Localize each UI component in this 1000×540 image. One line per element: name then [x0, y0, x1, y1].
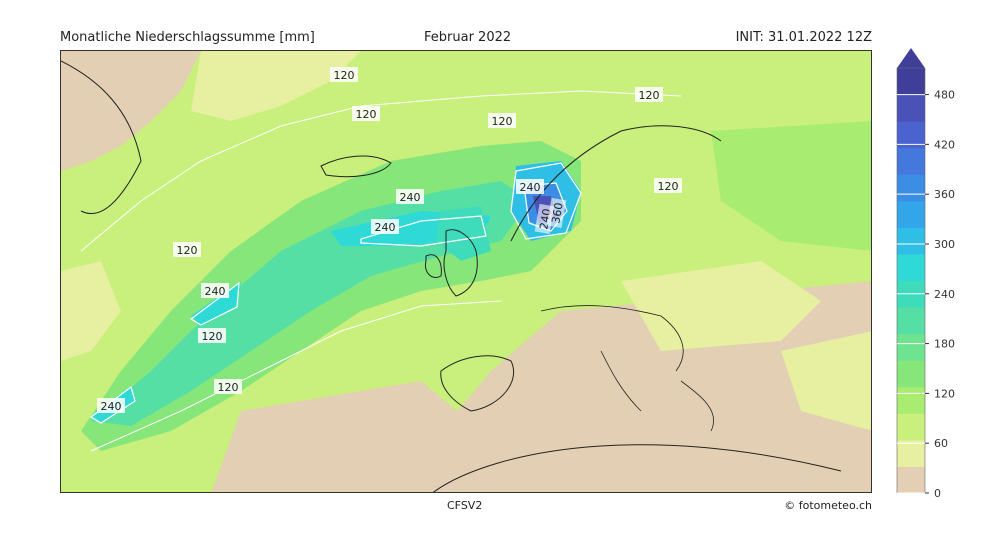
colorbar-swatch — [897, 466, 925, 494]
colorbar-tick-label: 420 — [934, 138, 955, 151]
contour-label: 240 — [375, 221, 396, 234]
colorbar-tick-label: 300 — [934, 238, 955, 251]
map-title: Monatliche Niederschlagssumme [mm] — [60, 30, 315, 45]
colorbar-tick-label: 360 — [934, 188, 955, 201]
colorbar-ticks: 0 60 120 180 240 300 360 420 480 — [897, 89, 955, 498]
contour-120-south — [90, 300, 502, 452]
colorbar-swatch — [897, 200, 925, 228]
colorbar-blocks — [897, 68, 925, 494]
colorbar-swatch — [897, 307, 925, 335]
contour-label: 120 — [658, 180, 679, 193]
colorbar-swatch — [897, 253, 925, 281]
map-period: Februar 2022 — [424, 30, 512, 45]
colorbar-swatch — [897, 147, 925, 175]
contour-label: 240 — [520, 181, 541, 194]
colorbar-tick-label: 60 — [934, 437, 948, 450]
colorbar-tick-label: 480 — [934, 89, 955, 102]
contour-label: 120 — [492, 115, 513, 128]
coastline-greenland — [61, 60, 142, 214]
colorbar-swatch — [897, 174, 925, 202]
coastline-italy — [600, 350, 642, 412]
colorbar-tick-label: 120 — [934, 387, 955, 400]
colorbar-swatch — [897, 439, 925, 467]
coastline-scandinavia — [510, 125, 722, 242]
coastline-ireland — [424, 254, 442, 278]
colorbar-tick-label: 180 — [934, 338, 955, 351]
colorbar-swatch — [897, 121, 925, 149]
contour-label: 120 — [639, 89, 660, 102]
colorbar-swatch — [897, 94, 925, 122]
colorbar-swatch — [897, 386, 925, 414]
contour-labels: 120 120 120 120 120 240 240 240 240 360 … — [97, 67, 682, 413]
precipitation-map: 120 120 120 120 120 240 240 240 240 360 … — [60, 50, 872, 493]
map-canvas: 120 120 120 120 120 240 240 240 240 360 … — [61, 51, 871, 492]
colorbar-tick-label: 0 — [934, 487, 941, 498]
contour-label: 120 — [334, 69, 355, 82]
colorbar-swatch — [897, 333, 925, 361]
arctic-light-zone — [191, 51, 361, 121]
coastline-britain — [443, 229, 478, 297]
contour-label: 240 — [101, 400, 122, 413]
coastline-iberia — [440, 355, 515, 412]
colorbar-swatch — [897, 413, 925, 441]
colorbar-swatch — [897, 360, 925, 388]
newfoundland-zone — [61, 261, 121, 361]
precipitation-colorbar: 0 60 120 180 240 300 360 420 480 — [896, 48, 955, 498]
contour-120-north — [80, 90, 682, 252]
coastline-iceland — [320, 155, 392, 178]
model-init-time: INIT: 31.01.2022 12Z — [735, 30, 872, 45]
contour-label: 240 — [400, 191, 421, 204]
central-europe-zone — [621, 261, 821, 351]
source-credit: © fotometeo.ch — [784, 499, 872, 512]
contour-label: 120 — [202, 330, 223, 343]
colorbar-swatch — [897, 227, 925, 255]
contour-label: 120 — [356, 108, 377, 121]
colorbar-tick-label: 240 — [934, 288, 955, 301]
anatolia-zone — [781, 331, 871, 431]
contour-240-norway — [510, 162, 582, 240]
contour-label: 120 — [177, 244, 198, 257]
model-name: CFSV2 — [447, 499, 483, 512]
atlantic-dry-zone — [211, 381, 481, 492]
russia-zone — [711, 121, 871, 251]
border-central-europe — [540, 305, 684, 372]
contour-240-iceland — [360, 215, 487, 247]
contour-label: 240 — [205, 285, 226, 298]
colorbar-swatch — [897, 68, 925, 96]
contour-label: 120 — [218, 381, 239, 394]
greenland-dry-zone — [61, 51, 201, 171]
coastline-north-africa — [432, 444, 842, 492]
contour-240-southwest — [89, 385, 136, 424]
contour-label: 360 — [549, 202, 565, 225]
colorbar-extend-arrow — [897, 48, 925, 68]
coastline-greece — [680, 380, 714, 432]
